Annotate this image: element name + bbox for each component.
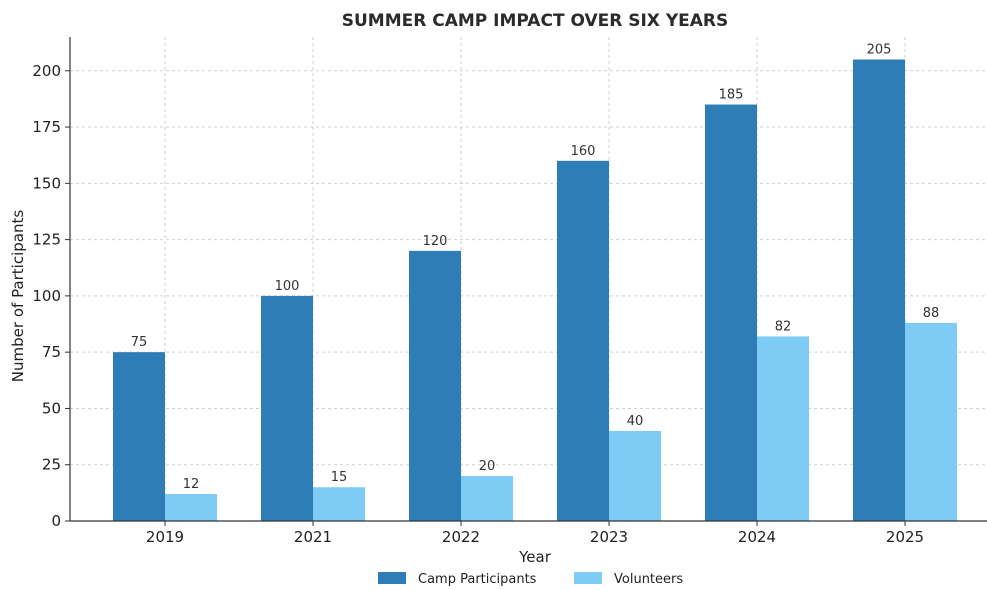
y-tick-label: 150 — [32, 174, 61, 192]
legend-label-volunteers: Volunteers — [614, 572, 683, 587]
y-tick-label: 50 — [42, 399, 61, 417]
bar-volunteers — [905, 322, 957, 521]
data-label-camp-participants: 160 — [571, 144, 596, 159]
bars — [113, 59, 957, 521]
bar-volunteers — [757, 336, 809, 521]
gridlines — [70, 37, 987, 521]
y-axis-ticks: 0 25 50 75 100 125 150 175 200 — [32, 62, 70, 530]
y-axis-label: Number of Participants — [9, 210, 27, 383]
data-label-volunteers: 15 — [331, 470, 348, 485]
bar-camp-participants — [853, 59, 905, 521]
x-tick-label: 2019 — [146, 528, 184, 546]
data-label-camp-participants: 185 — [719, 88, 744, 103]
y-tick-label: 25 — [42, 456, 61, 474]
bar-volunteers — [313, 487, 365, 521]
data-label-camp-participants: 75 — [131, 335, 148, 350]
y-tick-label: 200 — [32, 62, 61, 80]
x-tick-label: 2024 — [738, 528, 776, 546]
data-label-camp-participants: 205 — [867, 43, 892, 58]
bar-camp-participants — [113, 352, 165, 521]
bar-camp-participants — [705, 104, 757, 521]
chart-title: SUMMER CAMP IMPACT OVER SIX YEARS — [342, 11, 729, 31]
x-tick-label: 2022 — [442, 528, 480, 546]
x-tick-label: 2023 — [590, 528, 628, 546]
legend-swatch-camp-participants — [378, 572, 406, 584]
bar-camp-participants — [409, 250, 461, 521]
y-tick-label: 100 — [32, 287, 61, 305]
x-tick-label: 2025 — [886, 528, 924, 546]
x-axis-ticks: 2019 2021 2022 2023 2024 2025 — [146, 521, 924, 546]
bar-volunteers — [461, 475, 513, 521]
data-label-volunteers: 12 — [183, 477, 200, 492]
bar-camp-participants — [557, 160, 609, 521]
x-axis-label: Year — [518, 548, 552, 566]
y-tick-label: 125 — [32, 231, 61, 249]
data-label-volunteers: 40 — [627, 414, 644, 429]
y-tick-label: 75 — [42, 343, 61, 361]
data-label-volunteers: 82 — [775, 319, 792, 334]
data-label-camp-participants: 100 — [275, 279, 300, 294]
x-tick-label: 2021 — [294, 528, 332, 546]
data-labels: 75 12 100 15 120 20 160 40 185 82 205 88 — [131, 43, 940, 492]
y-tick-label: 175 — [32, 118, 61, 136]
legend-swatch-volunteers — [574, 572, 602, 584]
legend: Camp Participants Volunteers — [378, 572, 683, 587]
data-label-camp-participants: 120 — [423, 234, 448, 249]
bar-volunteers — [165, 493, 217, 521]
data-label-volunteers: 88 — [923, 306, 940, 321]
y-tick-label: 0 — [51, 512, 61, 530]
legend-label-camp-participants: Camp Participants — [418, 572, 537, 587]
data-label-volunteers: 20 — [479, 459, 496, 474]
bar-camp-participants — [261, 295, 313, 521]
bar-volunteers — [609, 430, 661, 521]
